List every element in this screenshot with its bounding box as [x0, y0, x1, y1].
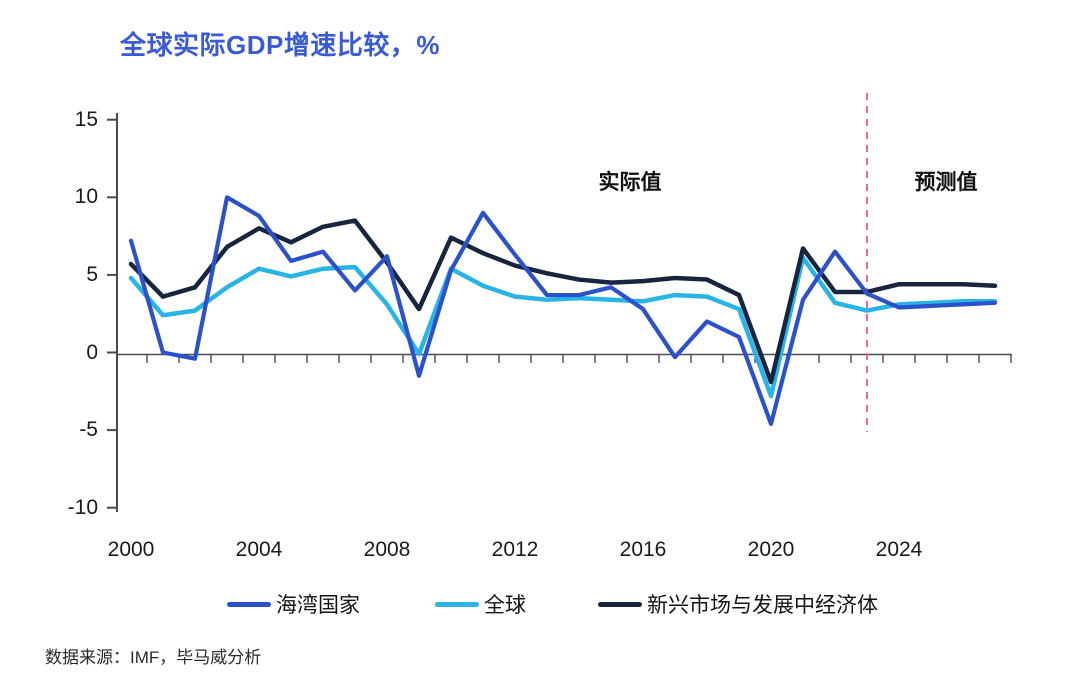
y-axis-label: -5 [79, 418, 98, 442]
legend-label-emde: 新兴市场与发展中经济体 [647, 594, 878, 617]
chart-title: 全球实际GDP增速比较，% [120, 30, 440, 60]
x-axis-label: 2004 [235, 538, 283, 561]
y-ticks [107, 118, 117, 509]
y-axis-label: 0 [86, 340, 98, 364]
y-axis-label: 10 [74, 185, 98, 209]
y-axis-label: 15 [74, 107, 98, 131]
legend-swatch-gulf [227, 601, 271, 607]
legend-item-gulf: 海湾国家 [227, 592, 360, 617]
annotation-forecast-values: 预测值 [914, 171, 978, 194]
x-axis-label: 2012 [491, 538, 539, 561]
y-axis-label: 5 [86, 262, 98, 286]
legend-item-emde: 新兴市场与发展中经济体 [598, 592, 878, 617]
x-axis-label: 2008 [363, 538, 411, 561]
annotation-actual-values: 实际值 [598, 171, 662, 194]
y-axis-label: -10 [67, 495, 98, 519]
x-axis-label: 2016 [619, 538, 667, 561]
legend-label-gulf: 海湾国家 [276, 594, 360, 617]
x-ticks [146, 354, 1012, 363]
legend-item-world: 全球 [435, 592, 526, 617]
x-axis-label: 2000 [107, 538, 155, 561]
series-line-gulf [128, 195, 998, 426]
source-note: 数据来源：IMF，毕马威分析 [45, 648, 262, 667]
legend-label-world: 全球 [484, 594, 526, 617]
x-axis-label: 2020 [747, 538, 795, 561]
x-axis-label: 2024 [875, 538, 923, 561]
series-line-world [128, 255, 998, 399]
legend-swatch-world [435, 601, 479, 607]
legend-swatch-emde [598, 601, 642, 607]
